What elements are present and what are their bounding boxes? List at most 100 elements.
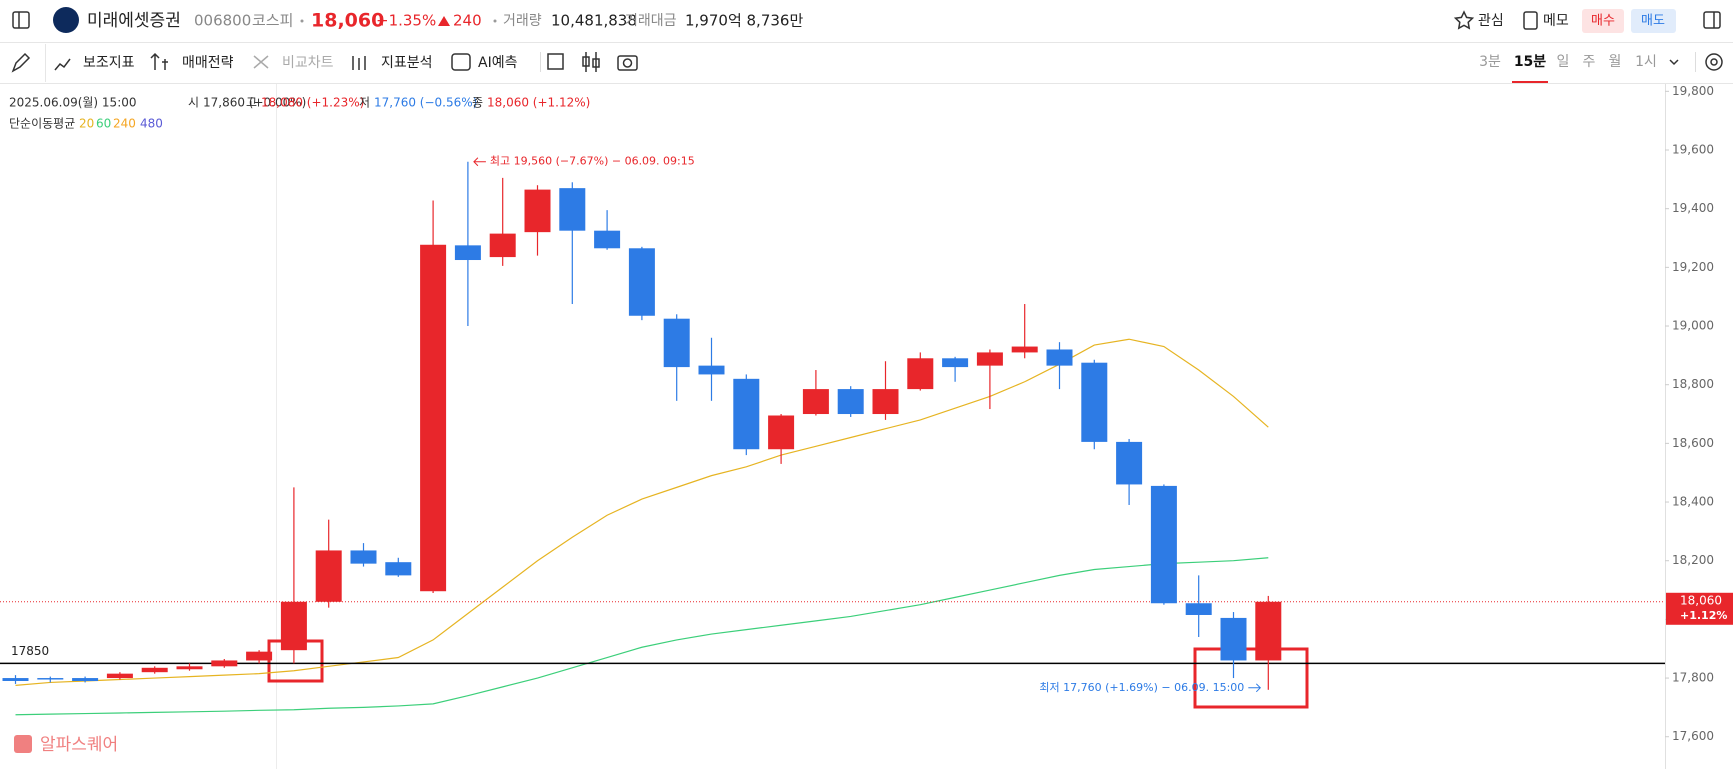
- annotation-arrow: [473, 157, 486, 167]
- candle-body: [141, 667, 168, 673]
- watermark: 알파스퀘어: [40, 735, 118, 755]
- amount-label: 거래대금: [625, 13, 677, 29]
- candle-body: [350, 550, 377, 564]
- memo[interactable]: 메모: [1543, 13, 1569, 29]
- info-label: 종: [472, 96, 483, 110]
- y-tick-label: 19,600: [1672, 143, 1714, 157]
- buy[interactable]: 매수: [1591, 14, 1615, 29]
- y-tick-label: 18,400: [1672, 495, 1714, 509]
- stock-name: 미래에셋증권: [87, 11, 181, 31]
- watch-icon[interactable]: [1453, 10, 1475, 30]
- info-label: 저: [359, 96, 370, 110]
- settings-icon[interactable]: [1705, 53, 1723, 71]
- interval[interactable]: 주: [1583, 54, 1596, 70]
- candle-body: [420, 244, 447, 592]
- interval[interactable]: 일: [1557, 54, 1570, 70]
- moving-average: [15, 338, 1269, 686]
- candle-body: [2, 678, 29, 681]
- market: 코스피: [252, 12, 293, 30]
- last-price-badge: [1666, 592, 1733, 625]
- candle-body: [628, 248, 655, 316]
- ma-legend: 480: [140, 117, 163, 131]
- tool[interactable]: 매매전략: [182, 55, 234, 71]
- candle-body: [802, 389, 829, 415]
- candle-body: [1046, 349, 1073, 366]
- stock-code: 006800: [194, 12, 251, 30]
- y-tick-label: 17,600: [1672, 729, 1714, 743]
- candle-body: [489, 233, 516, 258]
- panel-icon[interactable]: [1703, 11, 1721, 29]
- candle-body: [211, 660, 238, 667]
- last-price-label: 18,060: [1680, 593, 1722, 607]
- y-tick-label: 18,600: [1672, 436, 1714, 450]
- annotation: 최저 17,760 (+1.69%) − 06.09. 15:00: [1039, 681, 1244, 694]
- y-tick-label: 19,800: [1672, 84, 1714, 98]
- ai-icon[interactable]: [451, 53, 471, 71]
- info-date: 2025.06.09(월) 15:00: [9, 96, 137, 110]
- annotation: 최고 19,560 (−7.67%) − 06.09. 09:15: [490, 155, 695, 168]
- candle-icon[interactable]: [582, 56, 590, 67]
- compare-icon[interactable]: [253, 55, 269, 69]
- candle-body: [1116, 441, 1143, 485]
- candle-body: [768, 415, 795, 450]
- interval[interactable]: 3분: [1479, 54, 1501, 70]
- annotation-arrow: [1248, 683, 1262, 693]
- tool[interactable]: AI예측: [478, 55, 518, 71]
- sell[interactable]: 매도: [1641, 14, 1665, 29]
- change: 240: [453, 12, 482, 30]
- indicator-icon[interactable]: [54, 58, 71, 71]
- candle-body: [942, 358, 969, 368]
- interval[interactable]: 월: [1609, 54, 1622, 70]
- candle-body: [733, 378, 760, 450]
- candle-body: [454, 245, 481, 261]
- memo-icon[interactable]: [1523, 11, 1538, 30]
- y-tick-label: 19,400: [1672, 201, 1714, 215]
- tool[interactable]: 보조지표: [83, 55, 135, 71]
- shape-icon[interactable]: [547, 53, 564, 70]
- ma-legend: 20: [79, 117, 94, 131]
- info-value: 17,860 (+0.00%): [203, 96, 306, 110]
- tool[interactable]: 비교차트: [282, 55, 334, 71]
- logo: [53, 7, 79, 33]
- camera-icon[interactable]: [617, 55, 638, 71]
- sell-button[interactable]: [1631, 9, 1676, 33]
- candle-body: [176, 666, 203, 670]
- draw-icon[interactable]: [11, 52, 31, 73]
- candle-body: [1011, 346, 1038, 353]
- candle-body: [698, 365, 725, 375]
- candle-body: [385, 562, 412, 576]
- interval[interactable]: 15분: [1514, 54, 1546, 70]
- candle-body: [280, 601, 307, 651]
- tool[interactable]: 지표분석: [381, 55, 433, 71]
- candle-body: [1185, 603, 1212, 615]
- watermark-icon: [14, 735, 32, 753]
- candle-body: [315, 550, 342, 602]
- interval-more[interactable]: [1669, 59, 1679, 66]
- up-arrow: [438, 16, 450, 26]
- volume: 10,481,838: [551, 12, 637, 30]
- info-value: 18,080 (+1.23%): [261, 96, 364, 110]
- candle-body: [1150, 485, 1177, 604]
- sidebar-icon[interactable]: [12, 11, 30, 29]
- change-pct: +1.35%: [376, 12, 436, 30]
- watch[interactable]: 관심: [1478, 13, 1504, 29]
- candle-body: [106, 673, 133, 679]
- candle-body: [1081, 362, 1108, 442]
- last-price-change: +1.12%: [1680, 609, 1727, 622]
- candle-body: [907, 358, 934, 390]
- info-value: 17,760 (−0.56%): [374, 96, 477, 110]
- candle-body: [1220, 617, 1247, 661]
- amount: 1,970억 8,736만: [685, 12, 803, 30]
- analysis-icon[interactable]: [352, 56, 366, 70]
- interval[interactable]: 1시: [1635, 54, 1657, 70]
- buy-button[interactable]: [1582, 9, 1624, 33]
- info-value: 18,060 (+1.12%): [487, 96, 590, 110]
- candle-body: [976, 352, 1003, 366]
- volume-label: 거래량: [503, 13, 542, 29]
- candle-body: [594, 230, 621, 249]
- strategy-icon[interactable]: [150, 52, 168, 70]
- price: 18,060: [311, 10, 384, 32]
- candle-body: [837, 389, 864, 415]
